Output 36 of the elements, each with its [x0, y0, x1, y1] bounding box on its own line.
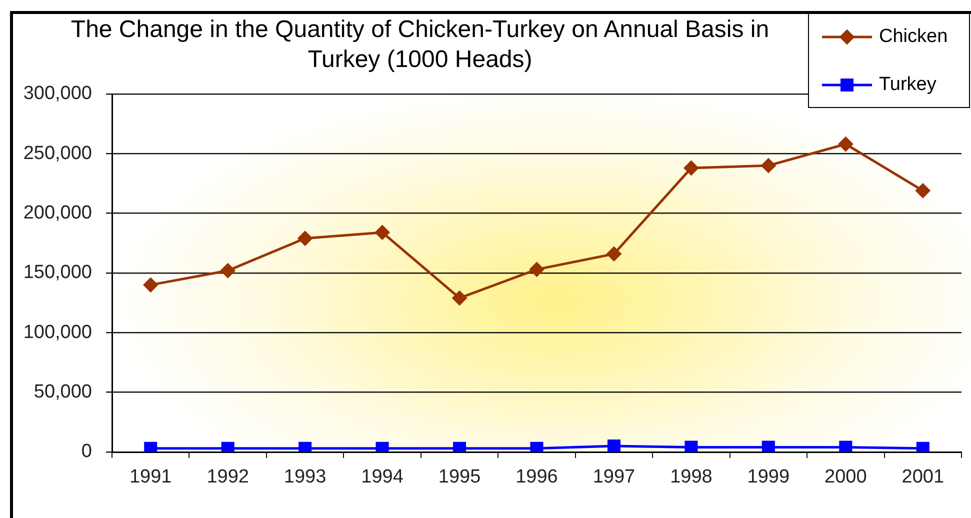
y-tick-label: 50,000 [34, 382, 92, 403]
point [839, 440, 852, 452]
point [606, 246, 622, 262]
x-tick-label: 1999 [747, 466, 790, 488]
y-tick-label: 250,000 [23, 142, 92, 164]
point [607, 440, 620, 452]
point [452, 290, 468, 306]
y-tick-label: 0 [81, 441, 92, 462]
point [374, 224, 390, 240]
x-tick-label: 2001 [902, 466, 944, 488]
x-tick-label: 1997 [592, 466, 636, 488]
point [298, 230, 313, 246]
point [684, 160, 699, 176]
point [684, 440, 698, 452]
y-tick-label: 100,000 [23, 322, 92, 343]
legend-label: Chicken [879, 26, 948, 48]
y-tick-label: 300,000 [23, 83, 92, 104]
x-tick-label: 1998 [670, 466, 712, 488]
point [143, 277, 158, 292]
point [529, 262, 544, 277]
x-tick-label: 2000 [824, 466, 867, 488]
y-tick-label: 150,000 [23, 262, 92, 284]
point [762, 440, 775, 452]
x-tick-label: 1995 [438, 466, 481, 488]
point [760, 158, 776, 174]
point [915, 183, 930, 198]
legend-label: Turkey [879, 74, 937, 96]
chart-title: The Change in the Quantity of Chicken-Turkey on Annual Basis in Turkey (1000 Heads) [70, 15, 770, 75]
x-tick-label: 1991 [129, 466, 172, 488]
x-tick-label: 1992 [206, 466, 249, 488]
x-tick-label: 1994 [361, 466, 404, 488]
x-tick-label: 1993 [284, 466, 326, 488]
point [220, 263, 236, 278]
point [838, 136, 854, 152]
y-tick-label: 200,000 [23, 202, 92, 224]
x-tick-label: 1996 [516, 466, 558, 488]
